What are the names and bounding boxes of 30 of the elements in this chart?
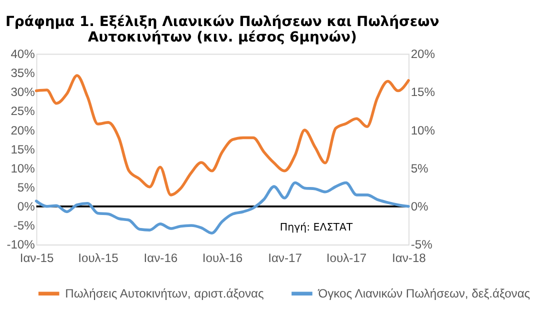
line-series bbox=[34, 181, 410, 234]
y-tick-label: 5% bbox=[17, 180, 36, 194]
legend-label: Πωλήσεις Αυτοκινήτων, αριστ.άξονας bbox=[65, 286, 264, 300]
x-tick-label: Ιαν-18 bbox=[392, 250, 426, 265]
y-tick-label: 30% bbox=[10, 85, 36, 100]
x-tick-label: Ιαν-15 bbox=[20, 250, 54, 265]
legend-label: Όγκος Λιανικών Πωλήσεων, δεξ.άξονας bbox=[317, 286, 530, 300]
chart-title: Γράφημα 1. Εξέλιξη Λιανικών Πωλήσεων και Πωλήσεων Αυτοκινήτων (κιν. μέσος 6μηνών) bbox=[6, 14, 440, 46]
y-tick-label: 0% bbox=[17, 200, 36, 214]
x-tick-label: Ιουλ-15 bbox=[78, 250, 119, 265]
y-tick-label: 10% bbox=[10, 161, 36, 176]
y2-tick-label: 15% bbox=[410, 85, 436, 100]
y-tick-label: -10% bbox=[6, 238, 36, 252]
y-tick-label: 35% bbox=[10, 66, 36, 80]
annotation: Πηγή: ΕΛΣΤΑΤ bbox=[280, 222, 354, 234]
y-tick-label: 20% bbox=[10, 123, 36, 138]
x-tick-label: Ιουλ-16 bbox=[202, 250, 243, 265]
line-series bbox=[34, 74, 410, 196]
y2-tick-label: -5% bbox=[410, 238, 433, 252]
y-tick-label: 25% bbox=[10, 104, 36, 118]
y-tick-label: 40% bbox=[10, 46, 36, 61]
y-tick-label: -5% bbox=[13, 218, 36, 233]
x-tick-label: Ιαν-16 bbox=[144, 250, 178, 265]
y2-tick-label: 20% bbox=[410, 46, 436, 61]
x-tick-label: Ιουλ-17 bbox=[326, 250, 367, 265]
x-tick-label: Ιαν-17 bbox=[268, 250, 302, 265]
y2-tick-label: 0% bbox=[410, 200, 429, 214]
y2-tick-label: 10% bbox=[410, 123, 436, 138]
y-tick-label: 15% bbox=[10, 142, 36, 156]
y2-tick-label: 5% bbox=[410, 161, 429, 176]
